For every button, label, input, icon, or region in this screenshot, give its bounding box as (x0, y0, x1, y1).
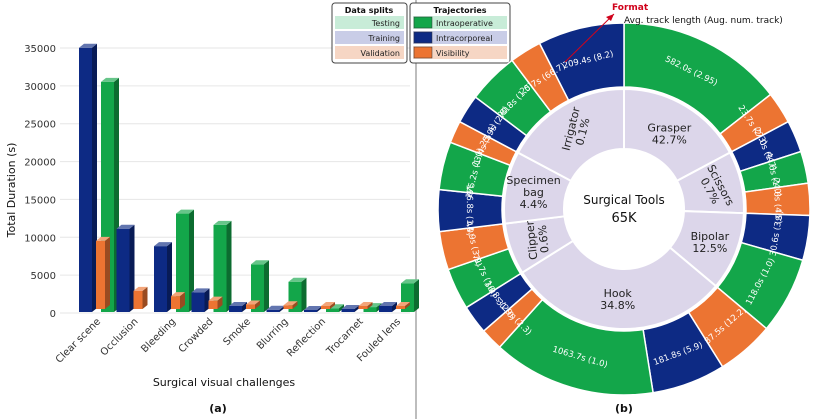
legend-swatch-intraoperative (413, 16, 433, 29)
legend-swatch-intracorporeal (413, 31, 433, 44)
bar-validation-occlusion (133, 286, 148, 309)
format-arrow-head (606, 14, 614, 21)
data-splits-title: Data splits (345, 6, 394, 15)
bar-validation-blurring (283, 301, 298, 309)
bar-testing-smoke (251, 260, 269, 312)
legend-bg-training (335, 31, 404, 44)
bar-testing-crowded (213, 220, 232, 312)
bar-y-axis-label: Total Duration (s) (5, 143, 18, 239)
bar-training-reflection (304, 306, 322, 312)
legend-bg-testing (335, 16, 404, 29)
bar-y-tick-label: 10000 (24, 233, 56, 244)
inner-segment-name: Hook (604, 287, 633, 300)
bar-y-tick-label: 30000 (24, 82, 56, 93)
inner-ring-labels: Grasper42.7%Scissors0.7%Bipolar12.5%Hook… (506, 105, 736, 312)
bar-x-tick-label: Clear scene (54, 316, 103, 365)
bar-validation-reflection (321, 301, 335, 309)
legend-label-training: Training (367, 34, 400, 43)
legend-bg-validation (335, 46, 404, 59)
bar-training-smoke (229, 301, 247, 312)
bar-training-bleeding (154, 242, 172, 312)
legend-label-validation: Validation (360, 49, 400, 58)
format-annotation-title: Format (612, 3, 649, 13)
bar-marks (79, 43, 419, 312)
inner-segment-pct: 12.5% (692, 242, 727, 255)
format-annotation-text: Avg. track length (Aug. num. track) (624, 16, 783, 26)
bar-y-tick-label: 20000 (24, 158, 56, 169)
inner-segment-name: Specimen (506, 174, 560, 187)
bar-validation-fouled-lens (396, 301, 410, 309)
bar-validation-bleeding (171, 292, 185, 309)
inner-segment-name: Clipper (523, 220, 540, 261)
legend: Data splits Testing Training Validation Tr… (331, 2, 511, 64)
legend-bg-intraoperative (413, 16, 507, 29)
center-hole (566, 151, 682, 267)
bar-y-tick-label: 0 (50, 309, 56, 320)
bar-training-blurring (266, 305, 285, 312)
inner-segment-pct: 0.6% (536, 224, 552, 253)
legend-bg-intracorporeal (413, 31, 507, 44)
inner-ring (503, 87, 745, 330)
trajectories-items: Intraoperative Intracorporeal Visibility (413, 16, 507, 59)
outer-segment-label: 166.8s (1.0) (464, 184, 474, 236)
inner-segment-hook (520, 239, 718, 330)
inner-segment-name: Grasper (647, 122, 691, 135)
bar-y-ticks: 0 5000 10000 15000 20000 25000 30000 35000 (24, 44, 56, 320)
format-annotation-arrow (564, 13, 615, 63)
panel-label-a: (a) (209, 402, 226, 415)
bar-y-tick-label: 25000 (24, 120, 56, 131)
bar-y-tick-label: 35000 (24, 44, 56, 55)
inner-segment-name: bag (523, 186, 544, 199)
bar-x-tick-label: Bleeding (139, 316, 178, 355)
data-splits-items: Testing Training Validation (335, 16, 404, 59)
bar-x-tick-label: Reflection (285, 316, 328, 359)
legend-label-visibility: Visibility (436, 49, 470, 58)
bar-training-crowded (191, 288, 210, 312)
bar-training-trocarnet (341, 304, 360, 312)
bar-x-axis-label: Surgical visual challenges (153, 376, 296, 389)
center-title: Surgical Tools (583, 193, 665, 207)
bar-training-fouled-lens (379, 301, 397, 312)
bar-validation-clear-scene (96, 236, 110, 309)
outer-segment-label: 24.6s (4.8) (771, 178, 783, 225)
outer-ring (437, 22, 811, 396)
inner-segment-name: Bipolar (691, 230, 730, 243)
legend-swatch-visibility (413, 46, 433, 59)
bar-y-tick-label: 5000 (31, 271, 56, 282)
bar-training-occlusion (116, 224, 135, 312)
legend-bg-visibility (413, 46, 507, 59)
inner-segment-pct: 4.4% (520, 198, 548, 211)
bar-x-tick-label: Occlusion (99, 316, 141, 358)
bar-y-tick-label: 15000 (24, 195, 56, 206)
bar-x-tick-label: Crowded (177, 316, 216, 355)
outer-segment-training (538, 22, 625, 102)
legend-label-intracorporeal: Intracorporeal (436, 34, 492, 43)
bar-x-tick-label: Blurring (255, 316, 291, 352)
inner-segment-irrigator (516, 87, 625, 183)
inner-segment-pct: 34.8% (600, 299, 635, 312)
bar-validation-crowded (208, 296, 223, 309)
bar-x-tick-label: Smoke (221, 316, 253, 348)
bar-training-clear-scene (79, 43, 97, 312)
legend-label-intraoperative: Intraoperative (436, 19, 493, 28)
inner-segment-pct: 42.7% (652, 134, 687, 147)
legend-label-testing: Testing (371, 19, 400, 28)
panel-label-b: (b) (615, 402, 633, 415)
center-value: 65K (611, 211, 637, 226)
bar-testing-bleeding (176, 209, 194, 312)
sunburst-chart: Surgical Tools 65K 582.0s (2.95)23.7s (2… (437, 3, 811, 415)
bar-validation-smoke (246, 300, 260, 309)
trajectories-title: Trajectories (433, 6, 486, 15)
bar-validation-trocarnet (358, 301, 373, 309)
bar-chart: 0 5000 10000 15000 20000 25000 30000 35000 Clea… (5, 43, 419, 415)
